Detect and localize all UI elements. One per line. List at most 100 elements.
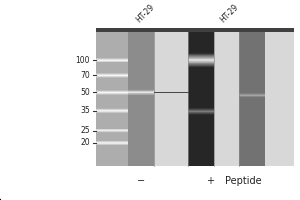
Bar [239, 109, 265, 110]
Bar [188, 147, 214, 148]
Bar [239, 90, 265, 91]
Bar [128, 159, 154, 160]
Bar [239, 99, 265, 100]
Bar [96, 134, 128, 135]
Bar [96, 28, 294, 32]
Bar [96, 57, 128, 58]
Bar [96, 98, 128, 99]
Bar [128, 143, 154, 144]
Bar [96, 101, 128, 102]
Text: 50: 50 [80, 88, 90, 97]
FancyArrow shape [0, 199, 1, 200]
Bar [188, 110, 214, 111]
Bar [239, 37, 265, 38]
Bar [128, 50, 154, 51]
Bar [239, 55, 265, 56]
Bar [96, 82, 128, 83]
Bar [128, 59, 154, 60]
Bar [128, 106, 154, 107]
Bar [96, 85, 128, 86]
Bar [96, 59, 128, 60]
Bar [239, 85, 265, 86]
Bar [96, 89, 128, 90]
Bar [96, 37, 128, 38]
Bar [128, 130, 154, 131]
Bar [128, 138, 154, 139]
Bar [239, 100, 265, 101]
Bar [188, 66, 214, 67]
Bar [239, 54, 265, 55]
Bar [188, 45, 214, 46]
Bar [239, 138, 265, 139]
Bar [188, 97, 214, 98]
Bar [188, 84, 214, 85]
Bar [96, 68, 128, 69]
Bar [188, 132, 214, 133]
Bar [128, 71, 154, 72]
Bar [96, 112, 128, 113]
Bar [239, 157, 265, 158]
Bar [128, 119, 154, 120]
Bar [128, 73, 154, 74]
Bar [128, 74, 154, 75]
Bar [188, 98, 214, 99]
Bar [128, 78, 154, 79]
Bar [239, 103, 265, 104]
Bar [96, 147, 128, 148]
Bar [96, 144, 128, 145]
Bar [239, 145, 265, 146]
Bar [96, 62, 128, 63]
Bar [96, 90, 128, 91]
Bar [96, 61, 128, 62]
Bar [128, 110, 154, 111]
Bar [96, 130, 128, 131]
Bar [128, 164, 154, 165]
Bar [188, 136, 214, 137]
Bar [239, 74, 265, 75]
Bar [239, 115, 265, 116]
Bar [239, 95, 265, 96]
Bar [96, 97, 128, 98]
Bar [96, 70, 128, 71]
Bar [96, 150, 128, 151]
Bar [188, 156, 214, 157]
Bar [96, 76, 128, 77]
Bar [128, 128, 154, 129]
Bar [239, 118, 265, 119]
Bar [188, 101, 214, 102]
Bar [128, 88, 154, 89]
Bar [96, 40, 128, 41]
Bar [188, 109, 214, 110]
Bar [128, 35, 154, 36]
Bar [188, 95, 214, 96]
Bar [128, 87, 154, 88]
Bar [188, 69, 214, 70]
Bar [188, 114, 214, 115]
Bar [128, 62, 154, 63]
Bar [96, 63, 128, 64]
Bar [96, 152, 128, 153]
Bar [128, 94, 154, 95]
Bar [239, 69, 265, 70]
Bar [128, 57, 154, 58]
Bar [128, 134, 154, 135]
Bar [128, 92, 154, 93]
Bar [128, 126, 154, 127]
Bar [128, 146, 154, 147]
Bar [188, 121, 214, 122]
Bar [239, 160, 265, 161]
Bar [96, 145, 128, 146]
Bar [239, 147, 265, 148]
Bar [188, 100, 214, 101]
Bar [128, 101, 154, 102]
Bar [239, 126, 265, 127]
Bar [128, 58, 154, 59]
Bar [96, 120, 128, 121]
Bar [128, 48, 154, 49]
Bar [239, 62, 265, 63]
Bar [239, 158, 265, 159]
Bar [188, 102, 214, 103]
Bar [128, 133, 154, 134]
Bar [96, 109, 128, 110]
Bar [188, 153, 214, 154]
